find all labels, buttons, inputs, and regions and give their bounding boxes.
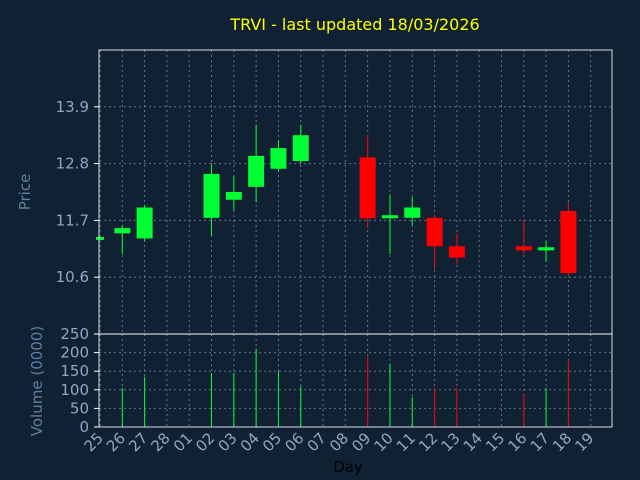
- price-tick-label: 10.6: [56, 268, 89, 286]
- candle-body: [114, 228, 131, 234]
- candle-body: [270, 148, 287, 169]
- price-frame: [98, 49, 613, 335]
- volume-grid: [99, 334, 612, 427]
- candle-body: [203, 173, 220, 218]
- candle-body: [381, 215, 398, 219]
- candle-03: [225, 176, 242, 211]
- chart-title: TRVI - last updated 18/03/2026: [229, 15, 479, 34]
- candle-11: [404, 197, 421, 226]
- candle-02: [203, 163, 220, 236]
- candle-body: [560, 211, 577, 274]
- candle-body: [248, 155, 265, 187]
- candle-body: [426, 217, 443, 247]
- volume-tick-label: 200: [60, 344, 89, 362]
- candle-27: [136, 204, 153, 242]
- candle-26: [114, 225, 131, 254]
- candle-body: [359, 157, 376, 219]
- candle-25: [96, 236, 104, 240]
- x-tick-label: 19: [571, 429, 597, 455]
- price-grid: [99, 50, 612, 334]
- candle-body: [538, 247, 555, 251]
- volume-frame: [98, 333, 613, 428]
- x-ticks: 2526272801020304050607080910111213141516…: [81, 429, 598, 455]
- candle-06: [292, 124, 309, 164]
- price-tick-label: 11.7: [56, 211, 89, 229]
- candle-body: [136, 207, 153, 239]
- candle-16: [515, 220, 532, 254]
- candle-body: [448, 246, 465, 258]
- candle-09: [359, 135, 376, 228]
- candle-body: [96, 236, 104, 240]
- volume-bars: [121, 348, 569, 427]
- candle-04: [248, 124, 265, 203]
- candle-05: [270, 140, 287, 172]
- price-axis-label: Price: [16, 174, 34, 211]
- volume-tick-label: 250: [60, 325, 89, 343]
- candle-17: [538, 241, 555, 262]
- volume-tick-label: 150: [60, 362, 89, 380]
- x-axis-label: Day: [333, 458, 363, 476]
- candles: [96, 124, 577, 277]
- candle-12: [426, 215, 443, 270]
- price-ticks: 10.6 11.7 12.8 13.9: [56, 98, 99, 286]
- candle-body: [225, 192, 242, 200]
- candle-body: [515, 246, 532, 251]
- candle-18: [560, 202, 577, 277]
- candle-10: [381, 194, 398, 254]
- volume-tick-label: 0: [79, 418, 89, 436]
- volume-tick-label: 100: [60, 381, 89, 399]
- volume-tick-label: 50: [70, 399, 89, 417]
- price-tick-label: 12.8: [56, 155, 89, 173]
- candle-body: [292, 135, 309, 162]
- price-tick-label: 13.9: [56, 98, 89, 116]
- volume-axis-label: Volume (0000): [28, 326, 46, 436]
- candle-13: [448, 233, 465, 265]
- candle-body: [404, 207, 421, 218]
